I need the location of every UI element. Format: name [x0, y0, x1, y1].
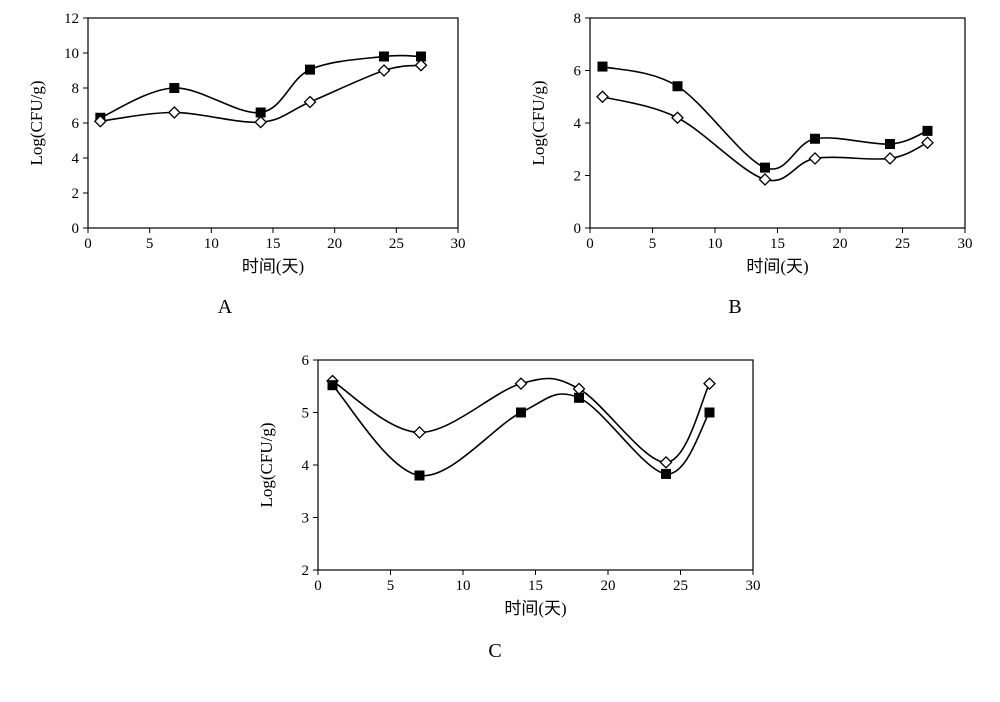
svg-text:4: 4: [574, 116, 582, 132]
svg-text:2: 2: [72, 186, 80, 202]
svg-text:30: 30: [958, 236, 973, 252]
svg-text:20: 20: [327, 236, 342, 252]
svg-text:4: 4: [302, 458, 310, 474]
svg-text:2: 2: [574, 169, 582, 185]
svg-text:Log(CFU/g): Log(CFU/g): [529, 81, 548, 166]
svg-text:30: 30: [746, 578, 761, 594]
svg-text:5: 5: [387, 578, 395, 594]
svg-text:3: 3: [302, 511, 310, 527]
chart-svg-c: 2 3 4 5 6 0 5 10 15 20 25 30 时间(天) Log(CFU/g): [230, 350, 770, 650]
chart-svg-b: 0 2 4 6 8 0 5 10 15 20 25 30 时间(天) Log(CFU/g): [512, 8, 982, 308]
svg-text:25: 25: [895, 236, 910, 252]
svg-text:25: 25: [389, 236, 404, 252]
svg-text:5: 5: [649, 236, 657, 252]
svg-text:15: 15: [770, 236, 785, 252]
svg-text:10: 10: [456, 578, 471, 594]
svg-text:0: 0: [314, 578, 322, 594]
svg-text:6: 6: [302, 353, 310, 369]
svg-text:0: 0: [72, 221, 80, 237]
svg-text:8: 8: [574, 11, 582, 27]
svg-text:0: 0: [586, 236, 594, 252]
panel-b: 0 2 4 6 8 0 5 10 15 20 25 30 时间(天) Log(CFU/g): [512, 8, 982, 308]
svg-text:时间(天): 时间(天): [746, 257, 808, 276]
svg-text:25: 25: [673, 578, 688, 594]
panel-label-c: C: [480, 640, 510, 663]
svg-text:6: 6: [72, 116, 80, 132]
panel-label-b: B: [720, 296, 750, 319]
svg-text:12: 12: [64, 11, 79, 27]
svg-text:15: 15: [528, 578, 543, 594]
svg-text:0: 0: [84, 236, 92, 252]
svg-text:10: 10: [204, 236, 219, 252]
panel-label-a: A: [210, 296, 240, 319]
svg-text:Log(CFU/g): Log(CFU/g): [27, 81, 46, 166]
svg-text:6: 6: [574, 64, 582, 80]
svg-text:时间(天): 时间(天): [242, 257, 304, 276]
svg-text:0: 0: [574, 221, 582, 237]
svg-text:Log(CFU/g): Log(CFU/g): [257, 423, 276, 508]
svg-text:10: 10: [708, 236, 723, 252]
svg-text:5: 5: [146, 236, 154, 252]
svg-text:20: 20: [833, 236, 848, 252]
svg-text:30: 30: [451, 236, 466, 252]
svg-text:8: 8: [72, 81, 80, 97]
svg-text:2: 2: [302, 563, 310, 579]
figure-page: 024681012051015202530时间(天)Log(CFU/g) A 0…: [0, 0, 1000, 702]
svg-text:5: 5: [302, 406, 310, 422]
svg-text:时间(天): 时间(天): [504, 599, 566, 618]
svg-text:20: 20: [601, 578, 616, 594]
svg-text:4: 4: [72, 151, 80, 167]
svg-text:15: 15: [266, 236, 281, 252]
panel-c: 2 3 4 5 6 0 5 10 15 20 25 30 时间(天) Log(CFU/g): [230, 350, 770, 650]
chart-svg-a: 0 2 4 6 8 10 12 0 5 10 15 20 25 30 时间(天) Log(CFU/g): [8, 8, 478, 308]
panel-a: 0 2 4 6 8 10 12 0 5 10 15 20 25 30 时间(天) Log(CFU/g): [8, 8, 478, 308]
svg-text:10: 10: [64, 46, 79, 62]
